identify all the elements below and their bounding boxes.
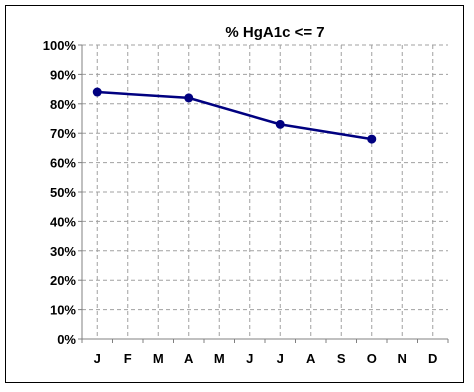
x-tick-label: M (214, 351, 225, 366)
series-line (97, 90, 372, 141)
x-tick-label: A (184, 351, 194, 366)
y-tick-label: 60% (50, 156, 76, 171)
y-tick-label: 50% (50, 185, 76, 200)
y-tick-label: 0% (57, 332, 76, 347)
y-tick-label: 40% (50, 214, 76, 229)
series (92, 87, 377, 144)
y-axis-ticks: 0% 10% 20% 30% 40% 50% 60% 70% 80% 90% 100% (43, 38, 77, 347)
chart: % HgA1c <= 7 0% 10% 20% 30% 40% 50% 60% 70% 80% 9… (43, 24, 449, 366)
data-point (275, 119, 285, 129)
x-tick-label: F (124, 351, 132, 366)
x-tick-label: N (398, 351, 407, 366)
x-tick-label: S (337, 351, 346, 366)
x-tick-label: O (367, 351, 377, 366)
y-tick-label: 80% (50, 97, 76, 112)
grid (82, 44, 448, 339)
x-tick-label: A (306, 351, 316, 366)
y-tick-label: 30% (50, 244, 76, 259)
x-tick-label: M (153, 351, 164, 366)
data-point (92, 87, 102, 97)
y-tick-label: 10% (50, 303, 76, 318)
x-tick-label: J (277, 351, 284, 366)
y-tick-label: 90% (50, 67, 76, 82)
x-tick-label: J (246, 351, 253, 366)
x-tick-label: J (94, 351, 101, 366)
data-point (367, 134, 377, 144)
chart-title: % HgA1c <= 7 (225, 24, 324, 41)
data-point (184, 93, 194, 103)
axes (78, 44, 449, 343)
y-tick-label: 70% (50, 126, 76, 141)
y-tick-label: 20% (50, 273, 76, 288)
chart-frame: % HgA1c <= 7 0% 10% 20% 30% 40% 50% 60% 70% 80% 9… (5, 5, 464, 383)
x-tick-label: D (428, 351, 437, 366)
y-tick-label: 100% (43, 38, 77, 53)
